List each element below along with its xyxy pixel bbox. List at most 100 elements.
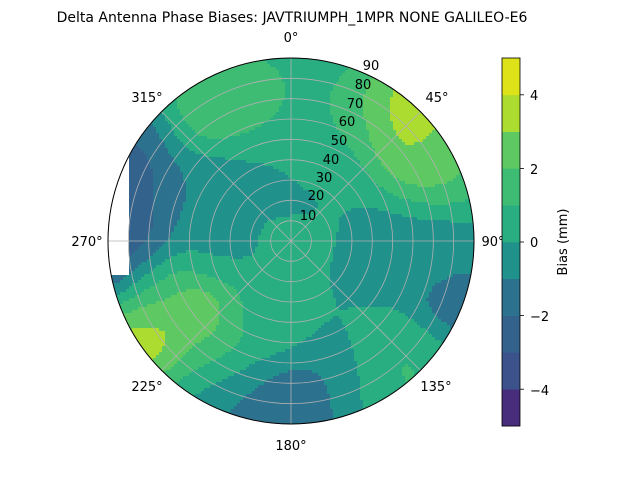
contour-cell	[396, 208, 400, 212]
contour-cell	[285, 127, 289, 131]
contour-cell	[339, 202, 343, 206]
contour-cell	[162, 169, 166, 173]
contour-cell	[348, 184, 352, 188]
contour-cell	[150, 214, 154, 218]
contour-cell	[174, 130, 178, 134]
contour-cell	[246, 166, 250, 170]
contour-cell	[267, 166, 271, 170]
contour-cell	[330, 214, 334, 218]
contour-cell	[156, 202, 160, 206]
contour-cell	[417, 127, 421, 131]
contour-cell	[225, 214, 229, 218]
contour-cell	[288, 121, 292, 125]
contour-cell	[180, 190, 184, 194]
contour-cell	[180, 169, 184, 173]
contour-cell	[378, 196, 382, 200]
contour-cell	[405, 178, 409, 182]
contour-cell	[204, 163, 208, 167]
contour-cell	[153, 202, 157, 206]
contour-cell	[336, 214, 340, 218]
contour-cell	[372, 154, 376, 158]
contour-cell	[288, 67, 292, 71]
contour-cell	[246, 130, 250, 134]
contour-cell	[240, 148, 244, 152]
contour-cell	[213, 76, 217, 80]
contour-cell	[258, 124, 262, 128]
contour-cell	[312, 82, 316, 86]
contour-cell	[216, 106, 220, 110]
contour-cell	[324, 151, 328, 155]
contour-cell	[132, 205, 136, 209]
contour-cell	[393, 163, 397, 167]
contour-cell	[345, 151, 349, 155]
contour-cell	[330, 97, 334, 101]
contour-cell	[234, 199, 238, 203]
contour-cell	[351, 124, 355, 128]
contour-cell	[243, 127, 247, 131]
contour-cell	[327, 97, 331, 101]
contour-cell	[381, 85, 385, 89]
contour-cell	[159, 190, 163, 194]
contour-cell	[273, 121, 277, 125]
contour-cell	[180, 103, 184, 107]
contour-cell	[396, 130, 400, 134]
contour-cell	[366, 211, 370, 215]
contour-cell	[231, 160, 235, 164]
contour-cell	[222, 196, 226, 200]
contour-cell	[183, 118, 187, 122]
contour-cell	[372, 130, 376, 134]
contour-cell	[330, 178, 334, 182]
contour-cell	[387, 106, 391, 110]
contour-cell	[285, 169, 289, 173]
contour-cell	[414, 211, 418, 215]
contour-cell	[159, 211, 163, 215]
contour-cell	[312, 106, 316, 110]
contour-cell	[429, 172, 433, 176]
contour-cell	[339, 121, 343, 125]
contour-cell	[225, 190, 229, 194]
contour-cell	[390, 181, 394, 185]
contour-cell	[315, 214, 319, 218]
contour-cell	[288, 58, 292, 62]
contour-cell	[249, 142, 253, 146]
contour-cell	[258, 67, 262, 71]
contour-cell	[207, 85, 211, 89]
contour-cell	[402, 208, 406, 212]
contour-cell	[354, 172, 358, 176]
contour-cell	[159, 154, 163, 158]
contour-cell	[285, 172, 289, 176]
contour-cell	[135, 184, 139, 188]
contour-cell	[387, 145, 391, 149]
contour-cell	[231, 97, 235, 101]
contour-cell	[168, 106, 172, 110]
contour-cell	[273, 76, 277, 80]
contour-cell	[378, 187, 382, 191]
contour-cell	[174, 127, 178, 131]
contour-cell	[414, 148, 418, 152]
contour-cell	[405, 193, 409, 197]
contour-cell	[312, 109, 316, 113]
contour-cell	[351, 199, 355, 203]
contour-cell	[153, 118, 157, 122]
contour-cell	[288, 163, 292, 167]
contour-cell	[189, 121, 193, 125]
contour-cell	[459, 163, 463, 167]
contour-cell	[309, 211, 313, 215]
contour-cell	[378, 205, 382, 209]
contour-cell	[267, 214, 271, 218]
contour-cell	[330, 127, 334, 131]
contour-cell	[408, 199, 412, 203]
contour-cell	[375, 133, 379, 137]
contour-cell	[459, 205, 463, 209]
contour-cell	[192, 193, 196, 197]
contour-cell	[330, 112, 334, 116]
contour-cell	[351, 133, 355, 137]
contour-cell	[213, 97, 217, 101]
contour-cell	[144, 193, 148, 197]
contour-cell	[162, 181, 166, 185]
contour-cell	[447, 175, 451, 179]
contour-cell	[216, 196, 220, 200]
contour-cell	[462, 199, 466, 203]
contour-cell	[396, 97, 400, 101]
contour-cell	[219, 112, 223, 116]
